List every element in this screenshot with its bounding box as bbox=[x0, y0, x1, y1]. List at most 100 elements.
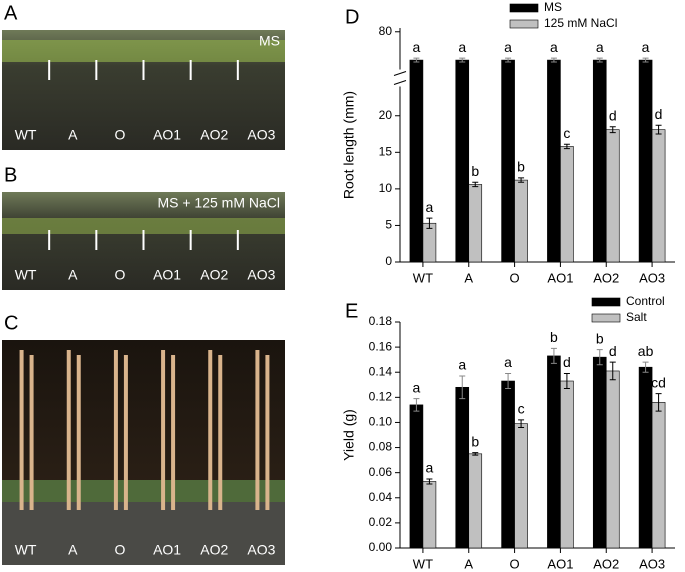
bar bbox=[409, 404, 424, 549]
genotype-label: AO1 bbox=[153, 127, 181, 143]
significance-letter: a bbox=[458, 39, 466, 55]
error-bar bbox=[596, 349, 603, 366]
panel-letter: A bbox=[4, 2, 18, 24]
genotype-label: AO2 bbox=[200, 267, 228, 283]
genotype-label: AO1 bbox=[153, 267, 181, 283]
bar bbox=[605, 370, 620, 549]
error-bar bbox=[642, 57, 649, 63]
genotype-label: AO1 bbox=[153, 542, 181, 558]
significance-letter: a bbox=[550, 39, 558, 55]
error-bar bbox=[459, 57, 466, 63]
genotype-label: AO3 bbox=[247, 267, 275, 283]
genotype-label: A bbox=[68, 127, 78, 143]
bar bbox=[422, 481, 437, 549]
error-bar bbox=[426, 217, 433, 229]
x-tick-label: AO1 bbox=[547, 270, 573, 285]
bar bbox=[468, 453, 483, 549]
photo-caption: MS bbox=[259, 33, 280, 49]
rosettes bbox=[2, 480, 285, 502]
significance-letter: a bbox=[413, 379, 421, 395]
y-tick-label: 0.08 bbox=[369, 440, 393, 454]
bar bbox=[547, 59, 561, 263]
y-tick-label: 0.14 bbox=[369, 364, 393, 378]
panel-letter: C bbox=[4, 312, 18, 334]
genotype-label: A bbox=[68, 542, 78, 558]
y-tick-label: 0.06 bbox=[369, 465, 393, 479]
y-tick-label: 0.04 bbox=[369, 490, 393, 504]
x-tick-label: A bbox=[464, 270, 473, 285]
x-tick-label: AO2 bbox=[593, 556, 619, 571]
bar bbox=[560, 380, 574, 549]
significance-letter: ab bbox=[638, 343, 654, 359]
x-tick-label: O bbox=[510, 270, 520, 285]
bar bbox=[501, 380, 515, 549]
significance-letter: b bbox=[471, 433, 479, 449]
error-bar bbox=[563, 143, 570, 150]
bar bbox=[638, 59, 653, 263]
error-bar bbox=[413, 398, 420, 412]
genotype-label: O bbox=[114, 542, 125, 558]
bar bbox=[592, 59, 607, 263]
error-bar bbox=[655, 124, 662, 135]
x-tick-label: AO1 bbox=[547, 556, 573, 571]
bar bbox=[455, 59, 470, 263]
legend-swatch bbox=[509, 19, 539, 29]
x-tick-label: WT bbox=[413, 270, 433, 285]
significance-letter: d bbox=[655, 106, 663, 122]
significance-letter: a bbox=[413, 39, 421, 55]
panel-letter: B bbox=[4, 164, 17, 186]
panel-letter: E bbox=[345, 300, 358, 322]
error-bar bbox=[518, 419, 525, 428]
x-tick-label: AO2 bbox=[593, 270, 619, 285]
bar bbox=[468, 184, 483, 263]
error-bar bbox=[642, 361, 649, 373]
bar bbox=[547, 355, 561, 549]
legend-swatch bbox=[509, 3, 539, 13]
significance-letter: d bbox=[609, 343, 617, 359]
y-tick-label: 15 bbox=[379, 144, 393, 158]
genotype-label: WT bbox=[15, 267, 37, 283]
genotype-label: WT bbox=[15, 127, 37, 143]
significance-letter: a bbox=[426, 460, 434, 476]
error-bar bbox=[609, 361, 616, 381]
error-bar bbox=[655, 393, 662, 412]
pots bbox=[2, 500, 285, 565]
legend-swatch bbox=[591, 313, 621, 323]
genotype-label: AO3 bbox=[247, 127, 275, 143]
y-axis-label: Root length (mm) bbox=[341, 91, 357, 199]
bar bbox=[514, 423, 528, 549]
genotype-label: AO2 bbox=[200, 127, 228, 143]
seedlings bbox=[2, 218, 285, 234]
significance-letter: b bbox=[471, 163, 479, 179]
bar bbox=[592, 356, 607, 549]
error-bar bbox=[505, 57, 512, 63]
significance-letter: c bbox=[518, 401, 525, 417]
y-tick-label: 10 bbox=[379, 181, 393, 195]
significance-letter: a bbox=[504, 39, 512, 55]
genotype-label: AO2 bbox=[200, 542, 228, 558]
seedlings bbox=[2, 40, 285, 62]
significance-letter: a bbox=[458, 357, 466, 373]
significance-letter: a bbox=[596, 39, 604, 55]
genotype-label: WT bbox=[15, 542, 37, 558]
significance-letter: c bbox=[563, 125, 570, 141]
genotype-label: O bbox=[114, 267, 125, 283]
legend-label: Salt bbox=[626, 310, 647, 324]
error-bar bbox=[413, 57, 420, 63]
significance-letter: d bbox=[609, 107, 617, 123]
genotype-label: O bbox=[114, 127, 125, 143]
x-tick-label: AO3 bbox=[639, 270, 665, 285]
error-bar bbox=[426, 478, 433, 485]
bar bbox=[455, 386, 470, 549]
significance-letter: b bbox=[550, 329, 558, 345]
significance-letter: a bbox=[504, 354, 512, 370]
legend-swatch bbox=[591, 297, 621, 307]
bar bbox=[422, 222, 437, 263]
legend-label: MS bbox=[544, 0, 562, 14]
significance-letter: d bbox=[563, 354, 571, 370]
x-tick-label: A bbox=[464, 556, 473, 571]
bar bbox=[651, 129, 666, 263]
y-tick-label: 80 bbox=[379, 24, 393, 38]
panel-letter: D bbox=[345, 6, 359, 28]
error-bar bbox=[472, 181, 479, 188]
